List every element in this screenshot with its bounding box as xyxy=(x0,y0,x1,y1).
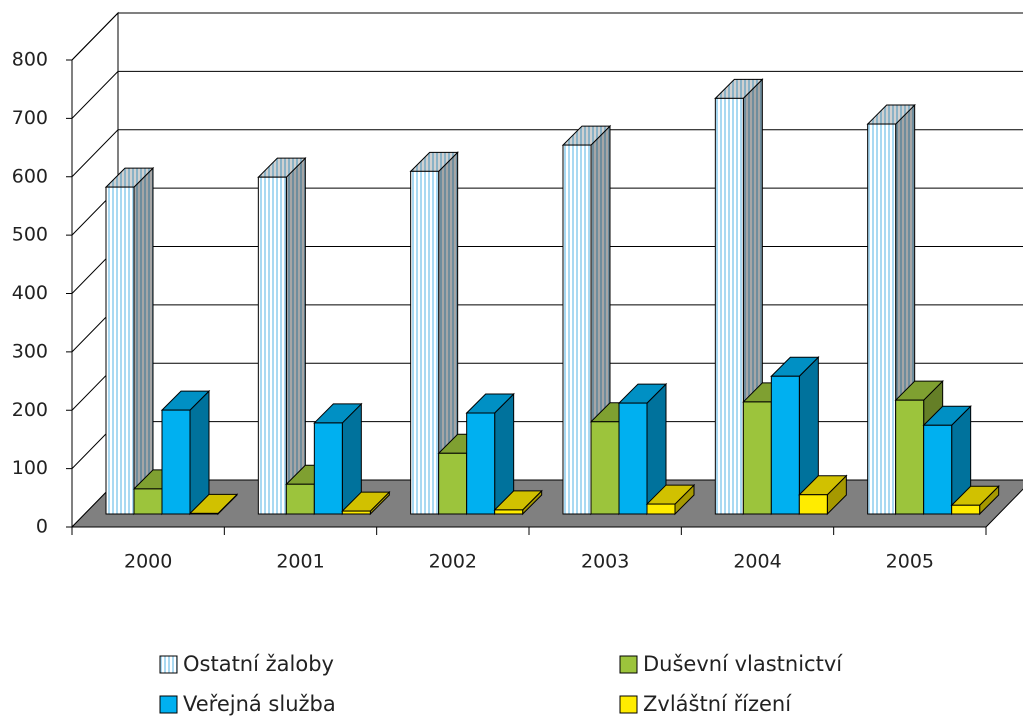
bar xyxy=(257,176,287,515)
bar-side-shade xyxy=(675,485,694,514)
grid-line xyxy=(71,12,1023,61)
bar-top-shade xyxy=(799,475,847,495)
y-tick-label: 0 xyxy=(36,516,48,538)
bar xyxy=(438,452,468,515)
bar-top-shade xyxy=(647,485,694,505)
bar-top-shade xyxy=(106,168,153,188)
y-tick-label: 400 xyxy=(12,282,48,304)
legend-swatch xyxy=(159,695,178,714)
bar xyxy=(105,186,135,515)
bar-top-shade xyxy=(771,357,819,377)
bar-3d xyxy=(409,151,459,516)
bar-3d xyxy=(160,389,211,516)
bar-top-shade xyxy=(258,158,306,178)
x-tick-label: 2004 xyxy=(733,551,781,573)
legend-swatch xyxy=(159,655,178,674)
bar-3d xyxy=(922,405,972,516)
bar-3d xyxy=(493,489,543,516)
bar-side-shade xyxy=(647,384,666,514)
bar-3d xyxy=(341,490,391,516)
bar-top-shade xyxy=(563,126,610,146)
legend-label: Veřejná služba xyxy=(183,692,336,716)
y-tick-label: 500 xyxy=(12,224,48,246)
bar-top-shade xyxy=(895,381,943,401)
bar xyxy=(646,503,676,515)
bar-3d xyxy=(313,402,363,516)
bar-side-shade xyxy=(134,168,153,514)
bar-3d xyxy=(257,156,307,516)
bar-3d xyxy=(465,392,515,516)
bar xyxy=(133,488,163,515)
x-tick-label: 2001 xyxy=(276,551,324,573)
legend-label: Ostatní žaloby xyxy=(183,652,334,676)
bar xyxy=(923,424,953,515)
bar-3d xyxy=(798,474,848,516)
bar xyxy=(285,483,315,515)
bar xyxy=(562,144,592,515)
bar xyxy=(410,170,440,515)
y-tick-label: 700 xyxy=(12,107,48,129)
bar xyxy=(742,401,772,515)
legend-label: Zvláštní řízení xyxy=(643,692,792,716)
bar xyxy=(313,422,343,515)
bar-top-shade xyxy=(715,79,763,99)
bar-3d xyxy=(617,382,668,516)
bar-top-shade xyxy=(867,105,915,125)
bar xyxy=(770,375,800,515)
bar-side-shade xyxy=(286,158,306,514)
bar-side-shade xyxy=(827,475,847,514)
bar-3d xyxy=(188,493,239,516)
bar-top-shade xyxy=(342,492,390,512)
bar-3d xyxy=(950,485,1000,516)
bar-side-shade xyxy=(370,492,390,514)
bar-side-shade xyxy=(799,357,819,514)
bar-side-shade xyxy=(494,394,514,514)
bar xyxy=(189,512,219,515)
y-tick-label: 100 xyxy=(12,457,48,479)
bar-side-shade xyxy=(190,391,209,514)
bar-3d xyxy=(770,356,820,516)
bar xyxy=(618,402,648,515)
bar-side-shade xyxy=(979,486,999,514)
x-tick-label: 2003 xyxy=(581,551,629,573)
bar-top-shade xyxy=(923,406,971,426)
legend-swatch xyxy=(619,695,638,714)
bar-top-shade xyxy=(619,384,666,404)
bar-side-shade xyxy=(951,406,971,514)
bar xyxy=(714,97,744,515)
bar xyxy=(798,494,828,515)
bar xyxy=(494,509,524,515)
y-tick-label: 200 xyxy=(12,399,48,421)
legend-swatch xyxy=(619,655,638,674)
y-tick-label: 600 xyxy=(12,165,48,187)
x-tick-label: 2005 xyxy=(886,551,934,573)
y-tick-label: 300 xyxy=(12,340,48,362)
bar-top-shade xyxy=(314,403,362,423)
bar xyxy=(341,510,371,515)
x-tick-label: 2002 xyxy=(429,551,477,573)
grid-line xyxy=(71,70,1023,119)
bar-side-shade xyxy=(342,403,362,514)
bar-top-shade xyxy=(162,391,209,411)
bar-top-shade xyxy=(951,486,999,506)
x-tick-label: 2000 xyxy=(124,551,172,573)
bar-3d xyxy=(645,483,696,516)
bar xyxy=(161,409,191,515)
bar-3d xyxy=(104,166,155,516)
bar-top-shade xyxy=(466,394,514,414)
bar xyxy=(895,399,925,515)
bar xyxy=(590,421,620,515)
bar xyxy=(951,504,981,515)
legend-label: Duševní vlastnictví xyxy=(643,652,843,676)
bar xyxy=(466,412,496,515)
bar-side-shade xyxy=(438,152,458,514)
bar-top-shade xyxy=(410,152,458,172)
bar-top-shade xyxy=(494,490,542,510)
bar xyxy=(867,123,897,515)
y-tick-label: 800 xyxy=(12,49,48,71)
bar-side-shade xyxy=(522,490,542,514)
bar-top-shade xyxy=(190,494,237,514)
